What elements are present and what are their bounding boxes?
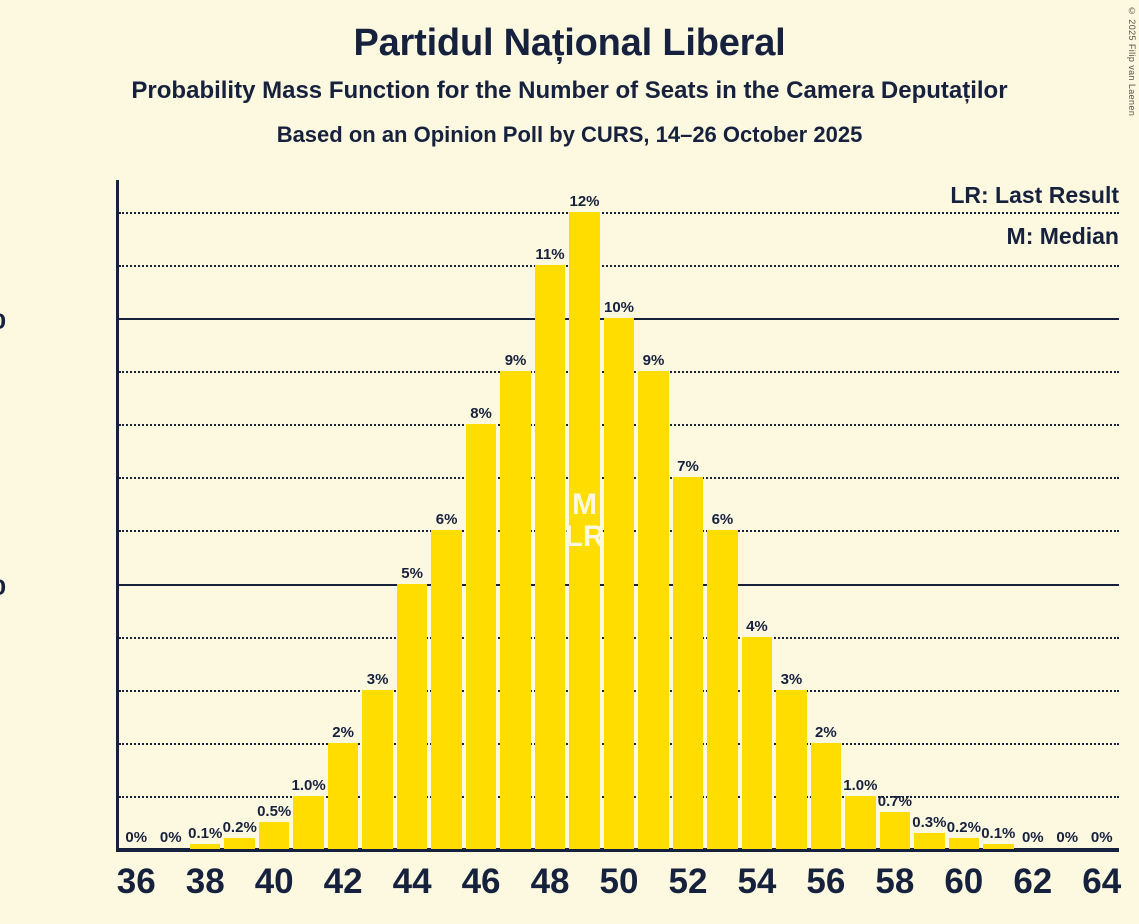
- bar-value-label-seat-61: 0.1%: [981, 824, 1016, 842]
- x-tick-38: 38: [185, 862, 225, 901]
- legend-median: M: Median: [1006, 223, 1119, 249]
- bar-value-label-seat-52: 7%: [677, 458, 699, 476]
- page-title: Partidul Național Liberal: [353, 22, 786, 64]
- chart-source-line: Based on an Opinion Poll by CURS, 14–26 …: [276, 122, 863, 148]
- bar-value-label-seat-50: 10%: [603, 299, 635, 317]
- x-tick-50: 50: [599, 862, 639, 901]
- bar-value-label-seat-45: 6%: [435, 511, 458, 529]
- bar-seat-57[interactable]: [845, 795, 876, 849]
- x-tick-52: 52: [668, 862, 708, 901]
- bar-value-label-seat-37: 0%: [159, 828, 182, 846]
- x-tick-56: 56: [806, 862, 846, 901]
- bar-seat-41[interactable]: [293, 795, 324, 849]
- bar-seat-44[interactable]: [396, 583, 428, 849]
- bar-value-label-seat-46: 8%: [470, 405, 492, 423]
- copyright-notice: © 2025 Filip van Laenen: [1127, 6, 1137, 117]
- bar-value-label-seat-40: 0.5%: [257, 803, 292, 821]
- bar-seat-38[interactable]: [189, 843, 221, 849]
- bar-value-label-seat-57: 1.0%: [843, 776, 878, 794]
- bar-seat-55[interactable]: [776, 689, 807, 849]
- bar-seat-54[interactable]: [741, 636, 773, 849]
- bar-seat-39[interactable]: [224, 838, 255, 849]
- bar-seat-53[interactable]: [707, 530, 738, 849]
- bar-value-label-seat-55: 3%: [780, 670, 803, 688]
- x-tick-44: 44: [392, 862, 432, 901]
- gridline-11pct: [119, 264, 1119, 267]
- bar-seat-40[interactable]: [258, 822, 290, 849]
- y-tick-10pct: 10%: [0, 299, 6, 338]
- bar-value-label-seat-58: 0.7%: [877, 792, 912, 810]
- bar-value-label-seat-60: 0.2%: [946, 819, 981, 837]
- chart-subtitle: Probability Mass Function for the Number…: [131, 76, 1008, 104]
- legend-last-result: LR: Last Result: [950, 182, 1119, 208]
- bars-container: 0% 0% 0.1% 0.2% 0.5% 1.0% 2% 3% 5% 6% 8% 9% 11% 12% 10…: [119, 180, 1119, 849]
- bar-value-label-seat-44: 5%: [401, 564, 423, 582]
- bar-value-label-seat-41: 1.0%: [291, 776, 326, 794]
- x-tick-46: 46: [461, 862, 501, 901]
- bar-value-label-seat-51: 9%: [642, 352, 665, 370]
- bar-value-label-seat-56: 2%: [815, 723, 837, 741]
- bar-value-label-seat-59: 0.3%: [912, 814, 947, 832]
- bar-seat-47[interactable]: [500, 371, 531, 849]
- bar-seat-50[interactable]: [603, 318, 635, 849]
- y-axis-line: [116, 180, 119, 849]
- bar-seat-58[interactable]: [879, 811, 911, 849]
- bar-value-label-seat-63: 0%: [1056, 828, 1079, 846]
- bar-value-label-seat-49: 12%: [569, 192, 600, 210]
- x-tick-64: 64: [1082, 862, 1122, 901]
- x-tick-48: 48: [530, 862, 570, 901]
- bar-value-label-seat-48: 11%: [535, 245, 565, 263]
- bar-seat-56[interactable]: [810, 742, 842, 849]
- bar-seat-52[interactable]: [672, 477, 704, 849]
- bar-seat-43[interactable]: [362, 689, 393, 849]
- x-tick-54: 54: [737, 862, 777, 901]
- bar-value-label-seat-39: 0.2%: [222, 819, 257, 837]
- gridline-12pct: [119, 211, 1119, 214]
- bar-value-label-seat-64: 0%: [1090, 828, 1113, 846]
- bar-seat-45[interactable]: [431, 530, 462, 849]
- bar-seat-51[interactable]: [638, 371, 669, 849]
- bar-value-label-seat-43: 3%: [366, 670, 389, 688]
- bar-value-label-seat-38: 0.1%: [188, 824, 223, 842]
- x-tick-60: 60: [944, 862, 984, 901]
- bar-seat-42[interactable]: [327, 742, 359, 849]
- x-tick-40: 40: [254, 862, 294, 901]
- bar-value-label-seat-42: 2%: [332, 723, 354, 741]
- bar-value-label-seat-36: 0%: [125, 828, 148, 846]
- bar-seat-46[interactable]: [465, 424, 497, 849]
- title-block: Partidul Național Liberal Probability Ma…: [0, 0, 1139, 146]
- bar-seat-61[interactable]: [983, 843, 1014, 849]
- x-axis-line: [116, 848, 1119, 852]
- y-tick-5pct: 5%: [0, 564, 6, 603]
- bar-seat-60[interactable]: [948, 838, 980, 849]
- chart-legend: LR: Last Result M: Median: [950, 184, 1119, 266]
- bar-value-label-seat-53: 6%: [711, 511, 734, 529]
- x-tick-42: 42: [323, 862, 363, 901]
- bar-value-label-seat-47: 9%: [504, 352, 527, 370]
- x-tick-62: 62: [1013, 862, 1053, 901]
- plot-area: 0% 0% 0.1% 0.2% 0.5% 1.0% 2% 3% 5% 6% 8% 9% 11% 12% 10…: [116, 180, 1119, 852]
- x-tick-36: 36: [116, 862, 156, 901]
- bar-value-label-seat-62: 0%: [1021, 828, 1044, 846]
- bar-seat-48[interactable]: [534, 264, 566, 849]
- x-tick-58: 58: [875, 862, 915, 901]
- bar-seat-49[interactable]: [569, 211, 600, 849]
- bar-value-label-seat-54: 4%: [746, 617, 768, 635]
- bar-seat-59[interactable]: [914, 833, 945, 849]
